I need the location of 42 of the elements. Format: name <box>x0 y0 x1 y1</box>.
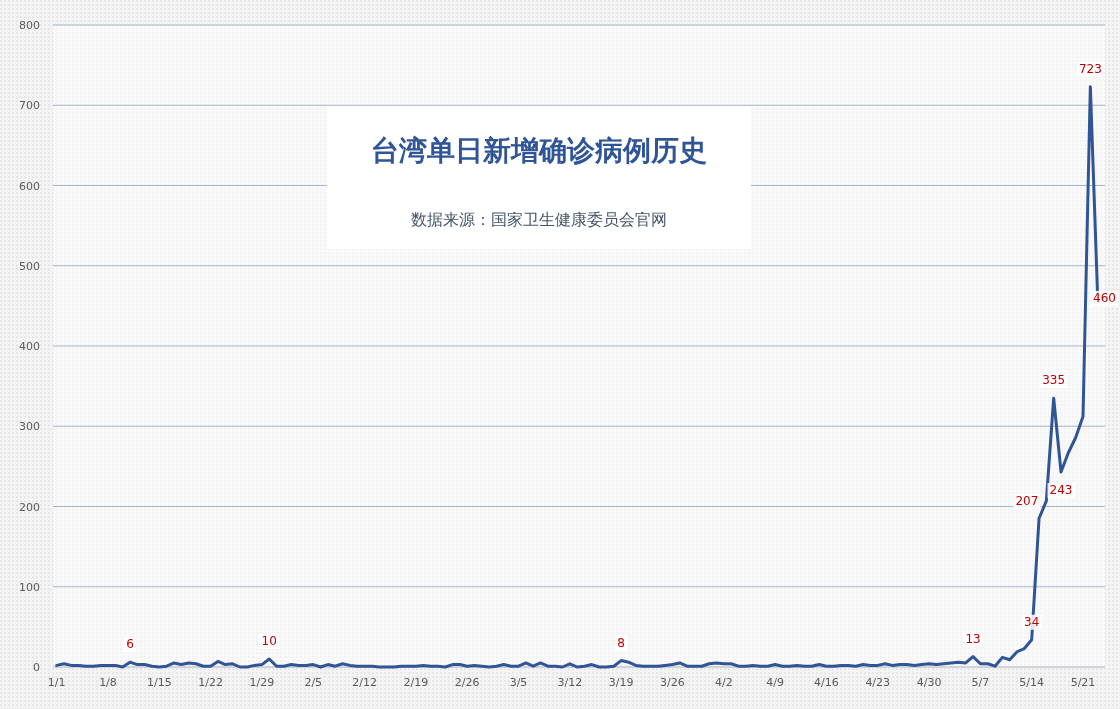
x-tick-label: 2/19 <box>403 676 429 689</box>
x-tick-label: 3/5 <box>509 676 528 689</box>
annotation: 数据来源：国家卫生健康委员会官网 <box>411 210 667 229</box>
y-tick-label: 700 <box>19 99 40 113</box>
y-tick-label: 100 <box>19 580 40 594</box>
data-label: 243 <box>1049 482 1073 497</box>
data-label: 335 <box>1042 373 1066 388</box>
x-tick-label: 5/21 <box>1070 676 1096 689</box>
x-tick-label: 2/12 <box>352 676 377 689</box>
x-tick-label: 4/9 <box>766 676 784 689</box>
x-tick-label: 4/16 <box>814 676 839 689</box>
x-tick-label: 3/26 <box>660 676 685 689</box>
x-tick-label: 2/5 <box>304 676 323 689</box>
x-tick-label: 4/2 <box>714 676 733 689</box>
data-label: 8 <box>617 635 625 650</box>
y-tick-label: 800 <box>19 19 40 32</box>
y-tick-label: 500 <box>19 259 40 273</box>
data-label: 13 <box>965 631 981 646</box>
x-tick-label: 4/30 <box>916 676 942 689</box>
y-tick-label: 300 <box>19 420 40 434</box>
y-tick-label: 0 <box>33 661 40 674</box>
data-label: 34 <box>1024 614 1040 629</box>
x-tick-label: 1/22 <box>198 676 223 689</box>
x-tick-label: 1/15 <box>146 676 172 689</box>
x-tick-label: 3/19 <box>608 676 634 689</box>
x-tick-label: 1/1 <box>47 676 66 689</box>
x-tick-label: 2/26 <box>454 676 480 689</box>
data-label: 10 <box>261 633 277 648</box>
data-label: 723 <box>1078 61 1102 76</box>
x-tick-label: 4/23 <box>865 676 891 689</box>
data-label: 207 <box>1015 493 1039 508</box>
data-label: 6 <box>126 637 134 652</box>
data-label: 460 <box>1093 290 1116 305</box>
text: 台湾单日新增确诊病例历史 <box>371 134 707 167</box>
y-tick-label: 400 <box>19 340 40 353</box>
x-tick-label: 5/14 <box>1019 676 1045 689</box>
x-tick-label: 1/29 <box>249 676 275 689</box>
y-tick-label: 200 <box>19 500 40 514</box>
x-tick-label: 3/12 <box>557 676 583 689</box>
y-tick-label: 600 <box>19 179 40 193</box>
x-tick-label: 5/7 <box>971 676 990 689</box>
x-tick-label: 1/8 <box>99 676 117 689</box>
